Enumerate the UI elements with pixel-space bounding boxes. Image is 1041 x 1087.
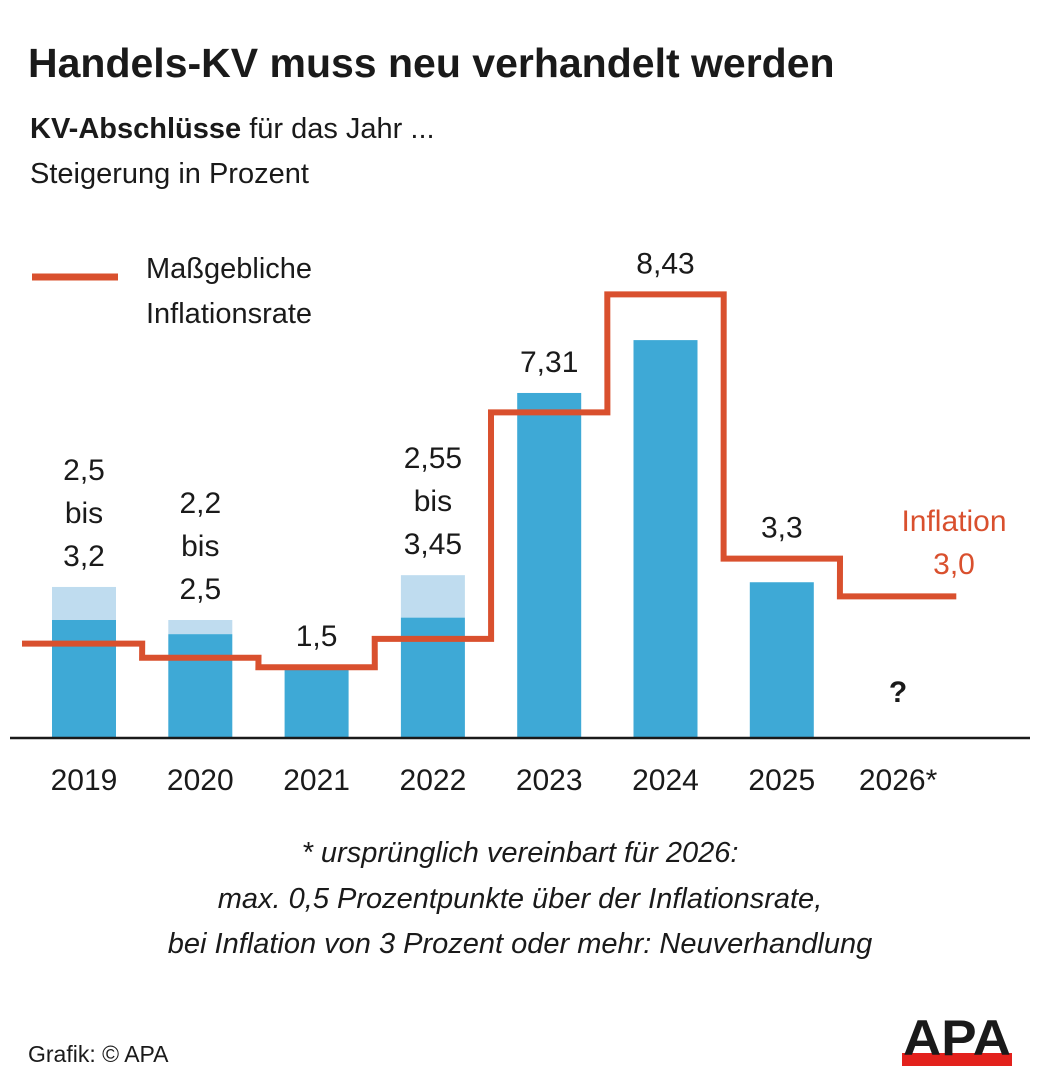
footnote-line: bei Inflation von 3 Prozent oder mehr: N… [168,928,873,960]
data-label: 2,5 [63,454,105,487]
footnote-line: * ursprünglich vereinbart für 2026: [302,837,739,869]
apa-logo: APA [902,1010,1012,1066]
chart-subtitle-unit: Steigerung in Prozent [30,158,309,190]
inflation-line [22,291,957,671]
footnote: * ursprünglich vereinbart für 2026: max.… [168,837,873,960]
x-tick-label: 2021 [283,764,350,797]
legend-label-line1: Maßgebliche [146,253,312,285]
data-label: 7,31 [520,346,578,379]
x-tick-label: 2019 [51,764,118,797]
bar-2025 [749,582,814,738]
svg-text:APA: APA [903,1010,1011,1066]
x-tick-label: 2024 [632,764,699,797]
x-tick-label: 2020 [167,764,234,797]
x-tick-label: 2022 [400,764,467,797]
inflation-label-line1: Inflation [901,505,1006,538]
data-label: 3,2 [63,540,105,573]
data-label: 1,5 [296,620,338,653]
chart-subtitle: KV-Abschlüsse für das Jahr ... [30,113,435,145]
bar-2023 [517,392,582,738]
bar-range-2020 [168,620,233,635]
bar-range-2022 [400,575,465,618]
data-label: bis [65,497,103,530]
data-label: bis [181,530,219,563]
x-tick-label: 2026* [859,764,938,797]
inflation-label-line2: 3,0 [933,548,975,581]
legend-label-line2: Inflationsrate [146,298,312,330]
credit: Grafik: © APA [28,1041,169,1067]
data-label: 2,55 [404,442,462,475]
legend: Maßgebliche Inflationsrate [32,253,312,330]
chart-title: Handels-KV muss neu verhandelt werden [28,40,835,86]
data-labels: 2,5 bis 3,2 2,2 bis 2,5 1,5 2,55 bis 3,45 7,31 8,43… [63,247,803,653]
bars [52,340,814,738]
unknown-2026-label: ? [889,676,907,709]
data-label: 2,2 [179,487,221,520]
subtitle-rest: für das Jahr ... [241,113,434,145]
bar-2021 [284,667,349,738]
footnote-line: max. 0,5 Prozentpunkte über der Inflatio… [218,883,823,915]
bar-2024 [633,340,698,738]
bar-2022 [400,617,465,738]
bar-2019 [52,620,116,738]
bar-range-2019 [52,586,116,620]
bar-2020 [168,634,233,738]
data-label: 3,45 [404,528,462,561]
subtitle-bold: KV-Abschlüsse [30,113,241,145]
data-label: 3,3 [761,512,803,545]
data-label: 2,5 [179,573,221,606]
x-tick-label: 2023 [516,764,583,797]
data-label: 8,43 [636,247,694,280]
x-axis-labels: 2019 2020 2021 2022 2023 2024 2025 2026* [51,764,938,797]
x-tick-label: 2025 [748,764,815,797]
data-label: bis [414,485,452,518]
